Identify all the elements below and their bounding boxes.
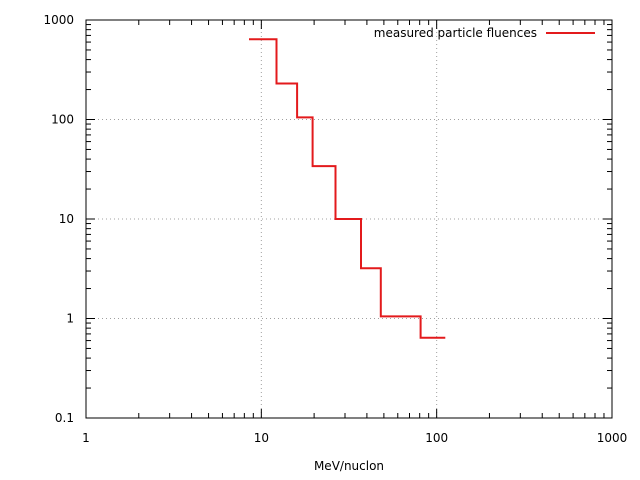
y-tick-label: 1 bbox=[66, 312, 74, 326]
y-axis: 0.1 1 10 100 1000 bbox=[43, 13, 74, 425]
axis-ticks bbox=[85, 19, 613, 419]
series-line bbox=[249, 38, 446, 339]
y-tick-label: 0.1 bbox=[55, 411, 74, 425]
x-tick-label: 100 bbox=[425, 431, 448, 445]
series-layer bbox=[249, 38, 446, 339]
x-axis-label: MeV/nuclon bbox=[314, 459, 384, 473]
x-tick-label: 1000 bbox=[597, 431, 628, 445]
legend-label: measured particle fluences bbox=[374, 26, 537, 40]
x-tick-label: 10 bbox=[254, 431, 269, 445]
y-tick-label: 100 bbox=[51, 113, 74, 127]
x-tick-label: 1 bbox=[82, 431, 90, 445]
x-axis: 1 10 100 1000 bbox=[82, 431, 627, 445]
legend: measured particle fluences bbox=[374, 26, 595, 40]
y-tick-label: 10 bbox=[59, 212, 74, 226]
y-tick-label: 1000 bbox=[43, 13, 74, 27]
